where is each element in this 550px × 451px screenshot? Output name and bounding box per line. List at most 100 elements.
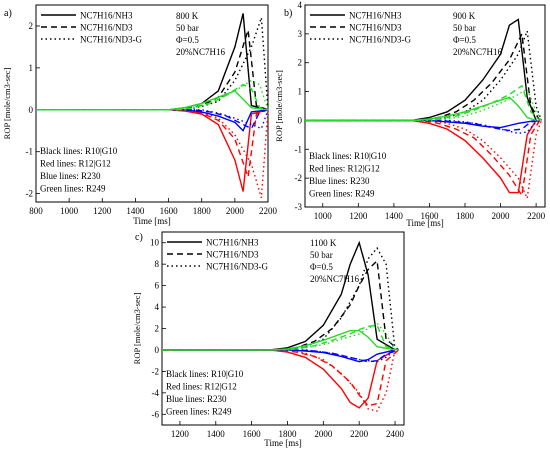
series-line-blue-dashed (305, 119, 540, 132)
line-color-note: Green lines: R249 (40, 184, 106, 194)
plot-frame (304, 4, 546, 208)
x-tick-label: 1400 (385, 211, 404, 221)
condition-annotation: 50 bar (453, 23, 476, 33)
series-line-red-solid (162, 349, 396, 409)
y-tick-label: 0 (29, 105, 34, 115)
condition-annotation: 50 bar (176, 23, 199, 33)
series-line-black-solid (305, 18, 537, 122)
series-line-22dd22-solid (36, 90, 269, 111)
legend: NC7H16/NH3 NC7H16/ND3 NC7H16/ND3-G (41, 11, 142, 45)
line-color-note: Black lines: R10|G10 (40, 146, 118, 156)
x-tick-label: 2000 (226, 206, 245, 216)
x-tick-label: 1600 (243, 429, 262, 439)
series-line-22dd22-dashed (36, 83, 269, 111)
x-tick-label: 1200 (349, 211, 368, 221)
series-line-black-solid (162, 240, 396, 351)
y-tick-label: -3 (295, 202, 303, 212)
series-line-red-dotted (162, 349, 396, 412)
y-tick-label: 2 (29, 21, 34, 31)
x-tick-label: 1600 (160, 206, 179, 216)
y-tick-label: 10 (150, 238, 160, 248)
line-color-note: Red lines: R12|G12 (309, 164, 380, 174)
x-axis-label: Time [ms] (264, 438, 301, 448)
series-line-22dd22-solid (162, 329, 396, 351)
y-tick-label: 4 (298, 0, 303, 10)
series-line-22dd22-dotted (305, 87, 542, 122)
series-line-black-dashed (36, 29, 269, 111)
chart-panel-3: c) 1200 1400 1600 1800 2000 2200 2400 -6 -4 -2 0 2 4 6… (132, 231, 405, 448)
condition-annotation: 20%NC7H16 (176, 47, 225, 57)
condition-annotation: 50 bar (310, 250, 333, 260)
legend: NC7H16/NH3 NC7H16/ND3 NC7H16/ND3-G (310, 11, 411, 45)
series-line-blue-solid (36, 109, 269, 132)
condition-annotation: 900 K (453, 11, 476, 21)
line-color-note: Black lines: R10|G10 (309, 151, 387, 161)
x-tick-label: 2000 (314, 429, 333, 439)
y-tick-label: 8 (155, 259, 160, 269)
series-line-black-dotted (162, 246, 396, 351)
legend-entry: NC7H16/ND3 (80, 23, 133, 33)
x-tick-label: 1000 (60, 206, 79, 216)
panel-label: b) (284, 8, 292, 19)
y-tick-label: -1 (295, 144, 303, 154)
x-tick-label: 1200 (171, 429, 190, 439)
condition-annotation: Φ=0.5 (453, 35, 476, 45)
condition-annotation: Φ=0.5 (310, 262, 333, 272)
y-tick-label: -2 (26, 189, 34, 199)
legend-entry: NC7H16/ND3-G (349, 35, 411, 45)
line-color-note: Green lines: R249 (166, 407, 232, 417)
legend-entry: NC7H16/NH3 (206, 238, 259, 248)
legend: NC7H16/NH3 NC7H16/ND3 NC7H16/ND3-G (167, 238, 268, 272)
x-tick-label: 800 (29, 206, 43, 216)
panel-label: a) (4, 8, 12, 19)
series-line-red-dotted (305, 119, 543, 201)
x-tick-label: 1200 (93, 206, 112, 216)
y-tick-label: 3 (298, 29, 303, 39)
series-line-22dd22-dashed (305, 84, 541, 122)
y-tick-label: 2 (155, 324, 160, 334)
series-line-blue-dotted (36, 109, 269, 130)
x-tick-label: 2400 (386, 429, 405, 439)
line-color-note: Red lines: R12|G12 (40, 159, 111, 169)
x-tick-label: 2000 (492, 211, 511, 221)
x-tick-label: 1800 (278, 429, 297, 439)
series-line-blue-dashed (36, 109, 269, 130)
y-tick-label: 2 (298, 58, 303, 68)
line-color-note: Black lines: R10|G10 (166, 369, 244, 379)
y-tick-label: 4 (155, 302, 160, 312)
x-tick-label: 1800 (193, 206, 212, 216)
legend-entry: NC7H16/ND3-G (206, 262, 268, 272)
y-tick-label: -4 (152, 388, 160, 398)
line-color-note: Blue lines: R230 (40, 171, 101, 181)
legend-entry: NC7H16/ND3-G (80, 35, 142, 45)
x-tick-label: 1800 (456, 211, 475, 221)
series-line-red-dashed (36, 109, 269, 178)
y-tick-label: 6 (155, 281, 160, 291)
x-tick-label: 1400 (126, 206, 145, 216)
y-tick-label: -2 (152, 366, 160, 376)
y-tick-label: -6 (152, 409, 160, 419)
x-axis-label: Time [ms] (406, 218, 443, 228)
y-axis-label: ROP [mole/cm3-sec] (274, 70, 284, 142)
line-color-note: Green lines: R249 (309, 189, 375, 199)
y-tick-label: -1 (26, 147, 34, 157)
series-line-22dd22-dotted (162, 322, 396, 351)
x-tick-label: 1600 (420, 211, 439, 221)
y-tick-label: 0 (155, 345, 160, 355)
chart-panel-2: b) 1000 1200 1400 1600 1800 2000 2200 -3 -2 -1 0 1 2 3… (274, 0, 546, 228)
panel-label: c) (135, 232, 143, 243)
y-tick-label: 1 (298, 87, 303, 97)
x-tick-label: 1000 (314, 211, 333, 221)
y-tick-label: -2 (295, 173, 303, 183)
chart-panel-1: a) 800 1000 1200 1400 1600 1800 2000 2200 -2 -1 0 1 2… (2, 4, 278, 226)
y-tick-label: 0 (298, 115, 303, 125)
legend-entry: NC7H16/ND3 (349, 23, 402, 33)
line-color-note: Blue lines: R230 (309, 176, 370, 186)
series-line-22dd22-dashed (162, 324, 399, 351)
condition-annotation: 20%NC7H16 (310, 274, 359, 284)
x-tick-label: 1400 (207, 429, 226, 439)
x-axis-label: Time [ms] (133, 216, 170, 226)
series-line-red-dashed (305, 119, 541, 198)
legend-entry: NC7H16/NH3 (349, 11, 402, 21)
